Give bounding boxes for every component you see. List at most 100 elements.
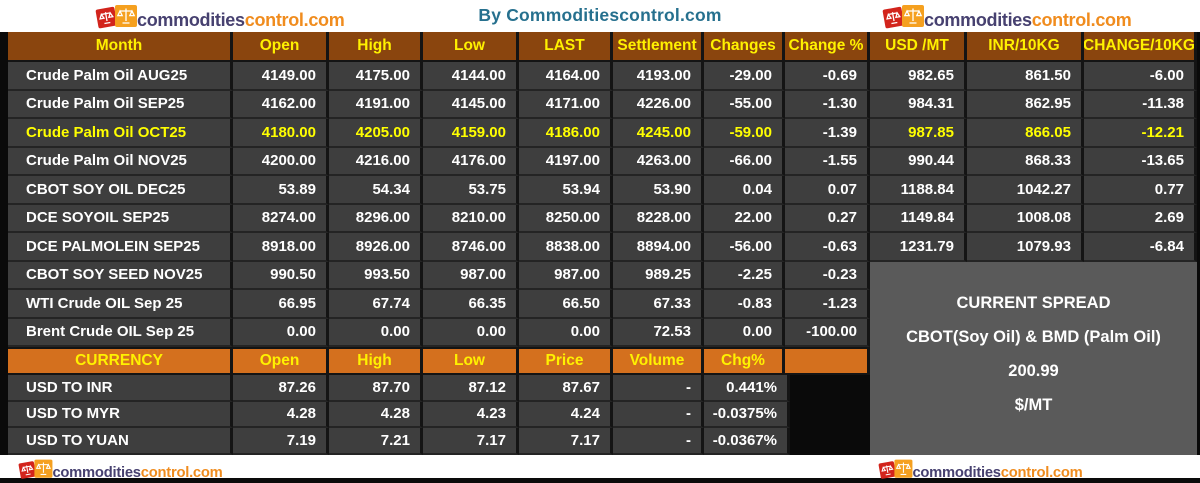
commoditiescontrol-logo-bottom-left[interactable]: commoditiescontrol.com <box>18 458 223 481</box>
value-cell: -59.00 <box>704 119 785 148</box>
currency-column-header: CURRENCY <box>8 347 233 375</box>
value-cell: 8918.00 <box>233 233 329 262</box>
value-cell: 8210.00 <box>423 204 519 233</box>
value-cell: 4226.00 <box>613 90 704 119</box>
value-cell: 0.27 <box>785 204 870 233</box>
value-cell: 8926.00 <box>329 233 423 262</box>
value-cell: 982.65 <box>870 62 967 91</box>
commoditiescontrol-logo-top-right[interactable]: commoditiescontrol.com <box>882 3 1132 31</box>
logo-text-commodities: commodities <box>52 463 141 481</box>
value-cell: 4205.00 <box>329 119 423 148</box>
currency-column-header: High <box>329 347 423 375</box>
value-cell: -55.00 <box>704 90 785 119</box>
value-cell: 87.67 <box>519 375 613 402</box>
futures-column-header: Month <box>8 32 233 62</box>
currency-column-header: Low <box>423 347 519 375</box>
value-cell: 0.00 <box>423 318 519 347</box>
value-cell: 66.95 <box>233 290 329 319</box>
value-cell: 22.00 <box>704 204 785 233</box>
logo-text-control: control.com <box>244 10 345 30</box>
instrument-cell: Crude Palm Oil AUG25 <box>8 62 233 91</box>
value-cell: 0.00 <box>519 318 613 347</box>
commoditiescontrol-logo-bottom-right[interactable]: commoditiescontrol.com <box>878 458 1083 481</box>
spread-value: 200.99 <box>1008 361 1059 380</box>
value-cell: 990.44 <box>870 147 967 176</box>
value-cell: 8250.00 <box>519 204 613 233</box>
futures-row: Brent Crude OIL Sep 25 0.00 0.00 0.00 0.00 72… <box>8 318 1197 347</box>
value-cell: 4171.00 <box>519 90 613 119</box>
value-cell: 984.31 <box>870 90 967 119</box>
logo-text-control: control.com <box>1000 463 1083 481</box>
value-cell: 862.95 <box>967 90 1084 119</box>
futures-column-header: USD /MT <box>870 32 967 62</box>
value-cell: -100.00 <box>785 318 870 347</box>
futures-column-header: CHANGE/10KG <box>1084 32 1197 62</box>
instrument-cell: WTI Crude OIL Sep 25 <box>8 290 233 319</box>
value-cell: -0.83 <box>704 290 785 319</box>
value-cell: 53.90 <box>613 176 704 205</box>
value-cell: -11.38 <box>1084 90 1197 119</box>
value-cell: 987.85 <box>870 119 967 148</box>
value-cell: -66.00 <box>704 147 785 176</box>
value-cell: -56.00 <box>704 233 785 262</box>
value-cell: 1149.84 <box>870 204 967 233</box>
value-cell: 4.28 <box>329 401 423 429</box>
currency-name-cell: USD TO MYR <box>8 401 233 429</box>
futures-table: Month Open High Low LAST Settlement Changes Cha… <box>8 32 1197 455</box>
value-cell: 66.50 <box>519 290 613 319</box>
value-cell: 4180.00 <box>233 119 329 148</box>
value-cell: 4263.00 <box>613 147 704 176</box>
currency-row: USD TO YUAN 7.19 7.21 7.17 7.17- -0.0367% <box>8 428 1197 455</box>
value-cell: 8894.00 <box>613 233 704 262</box>
logo-text-control: control.com <box>1031 10 1132 30</box>
value-cell: 4200.00 <box>233 147 329 176</box>
value-cell: 4175.00 <box>329 62 423 91</box>
value-cell: 4245.00 <box>613 119 704 148</box>
value-cell: 0.04 <box>704 176 785 205</box>
scales-icon <box>18 459 53 479</box>
currency-column-header: Chg% <box>704 347 785 375</box>
value-cell: - <box>613 401 704 429</box>
futures-body: Crude Palm Oil AUG25 4149.00 4175.00 4144.0… <box>8 62 1197 347</box>
value-cell: 53.75 <box>423 176 519 205</box>
value-cell: 67.33 <box>613 290 704 319</box>
value-cell: -1.39 <box>785 119 870 148</box>
value-cell: - <box>613 428 704 455</box>
value-cell: 1188.84 <box>870 176 967 205</box>
value-cell: 868.33 <box>967 147 1084 176</box>
spread-pair: CBOT(Soy Oil) & BMD (Palm Oil) <box>906 327 1161 346</box>
value-cell: -0.0367% <box>704 428 790 455</box>
value-cell: -1.55 <box>785 147 870 176</box>
value-cell: -0.63 <box>785 233 870 262</box>
value-cell: 8274.00 <box>233 204 329 233</box>
currency-body: USD TO INR 87.26 87.70 87.12 87.67-0.441% USD… <box>8 375 1197 455</box>
instrument-cell: DCE SOYOIL SEP25 <box>8 204 233 233</box>
value-cell: 4193.00 <box>613 62 704 91</box>
value-cell: 1008.08 <box>967 204 1084 233</box>
instrument-cell: Crude Palm Oil SEP25 <box>8 90 233 119</box>
value-cell: 4197.00 <box>519 147 613 176</box>
futures-row: DCE SOYOIL SEP25 8274.00 8296.00 8210.00 825… <box>8 204 1197 233</box>
value-cell: 4162.00 <box>233 90 329 119</box>
value-cell: 1042.27 <box>967 176 1084 205</box>
futures-row: DCE PALMOLEIN SEP25 8918.00 8926.00 8746.00… <box>8 233 1197 262</box>
value-cell: 8838.00 <box>519 233 613 262</box>
value-cell: -0.0375% <box>704 401 790 429</box>
value-cell: 67.74 <box>329 290 423 319</box>
current-spread-box: CURRENT SPREAD CBOT(Soy Oil) & BMD (Palm… <box>870 261 1197 455</box>
commoditiescontrol-logo-top-left[interactable]: commoditiescontrol.com <box>95 3 345 31</box>
currency-name-cell: USD TO INR <box>8 375 233 402</box>
value-cell: 7.21 <box>329 428 423 455</box>
value-cell: -1.23 <box>785 290 870 319</box>
value-cell: 989.25 <box>613 261 704 290</box>
futures-column-header: LAST <box>519 32 613 62</box>
value-cell: 4.24 <box>519 401 613 429</box>
instrument-cell: Crude Palm Oil NOV25 <box>8 147 233 176</box>
instrument-cell: CBOT SOY SEED NOV25 <box>8 261 233 290</box>
futures-column-header: Change % <box>785 32 870 62</box>
value-cell: 7.17 <box>423 428 519 455</box>
futures-header-row: Month Open High Low LAST Settlement Changes Cha… <box>8 32 1197 62</box>
spread-unit: $/MT <box>1014 395 1053 414</box>
value-cell: 8228.00 <box>613 204 704 233</box>
value-cell: 87.12 <box>423 375 519 402</box>
